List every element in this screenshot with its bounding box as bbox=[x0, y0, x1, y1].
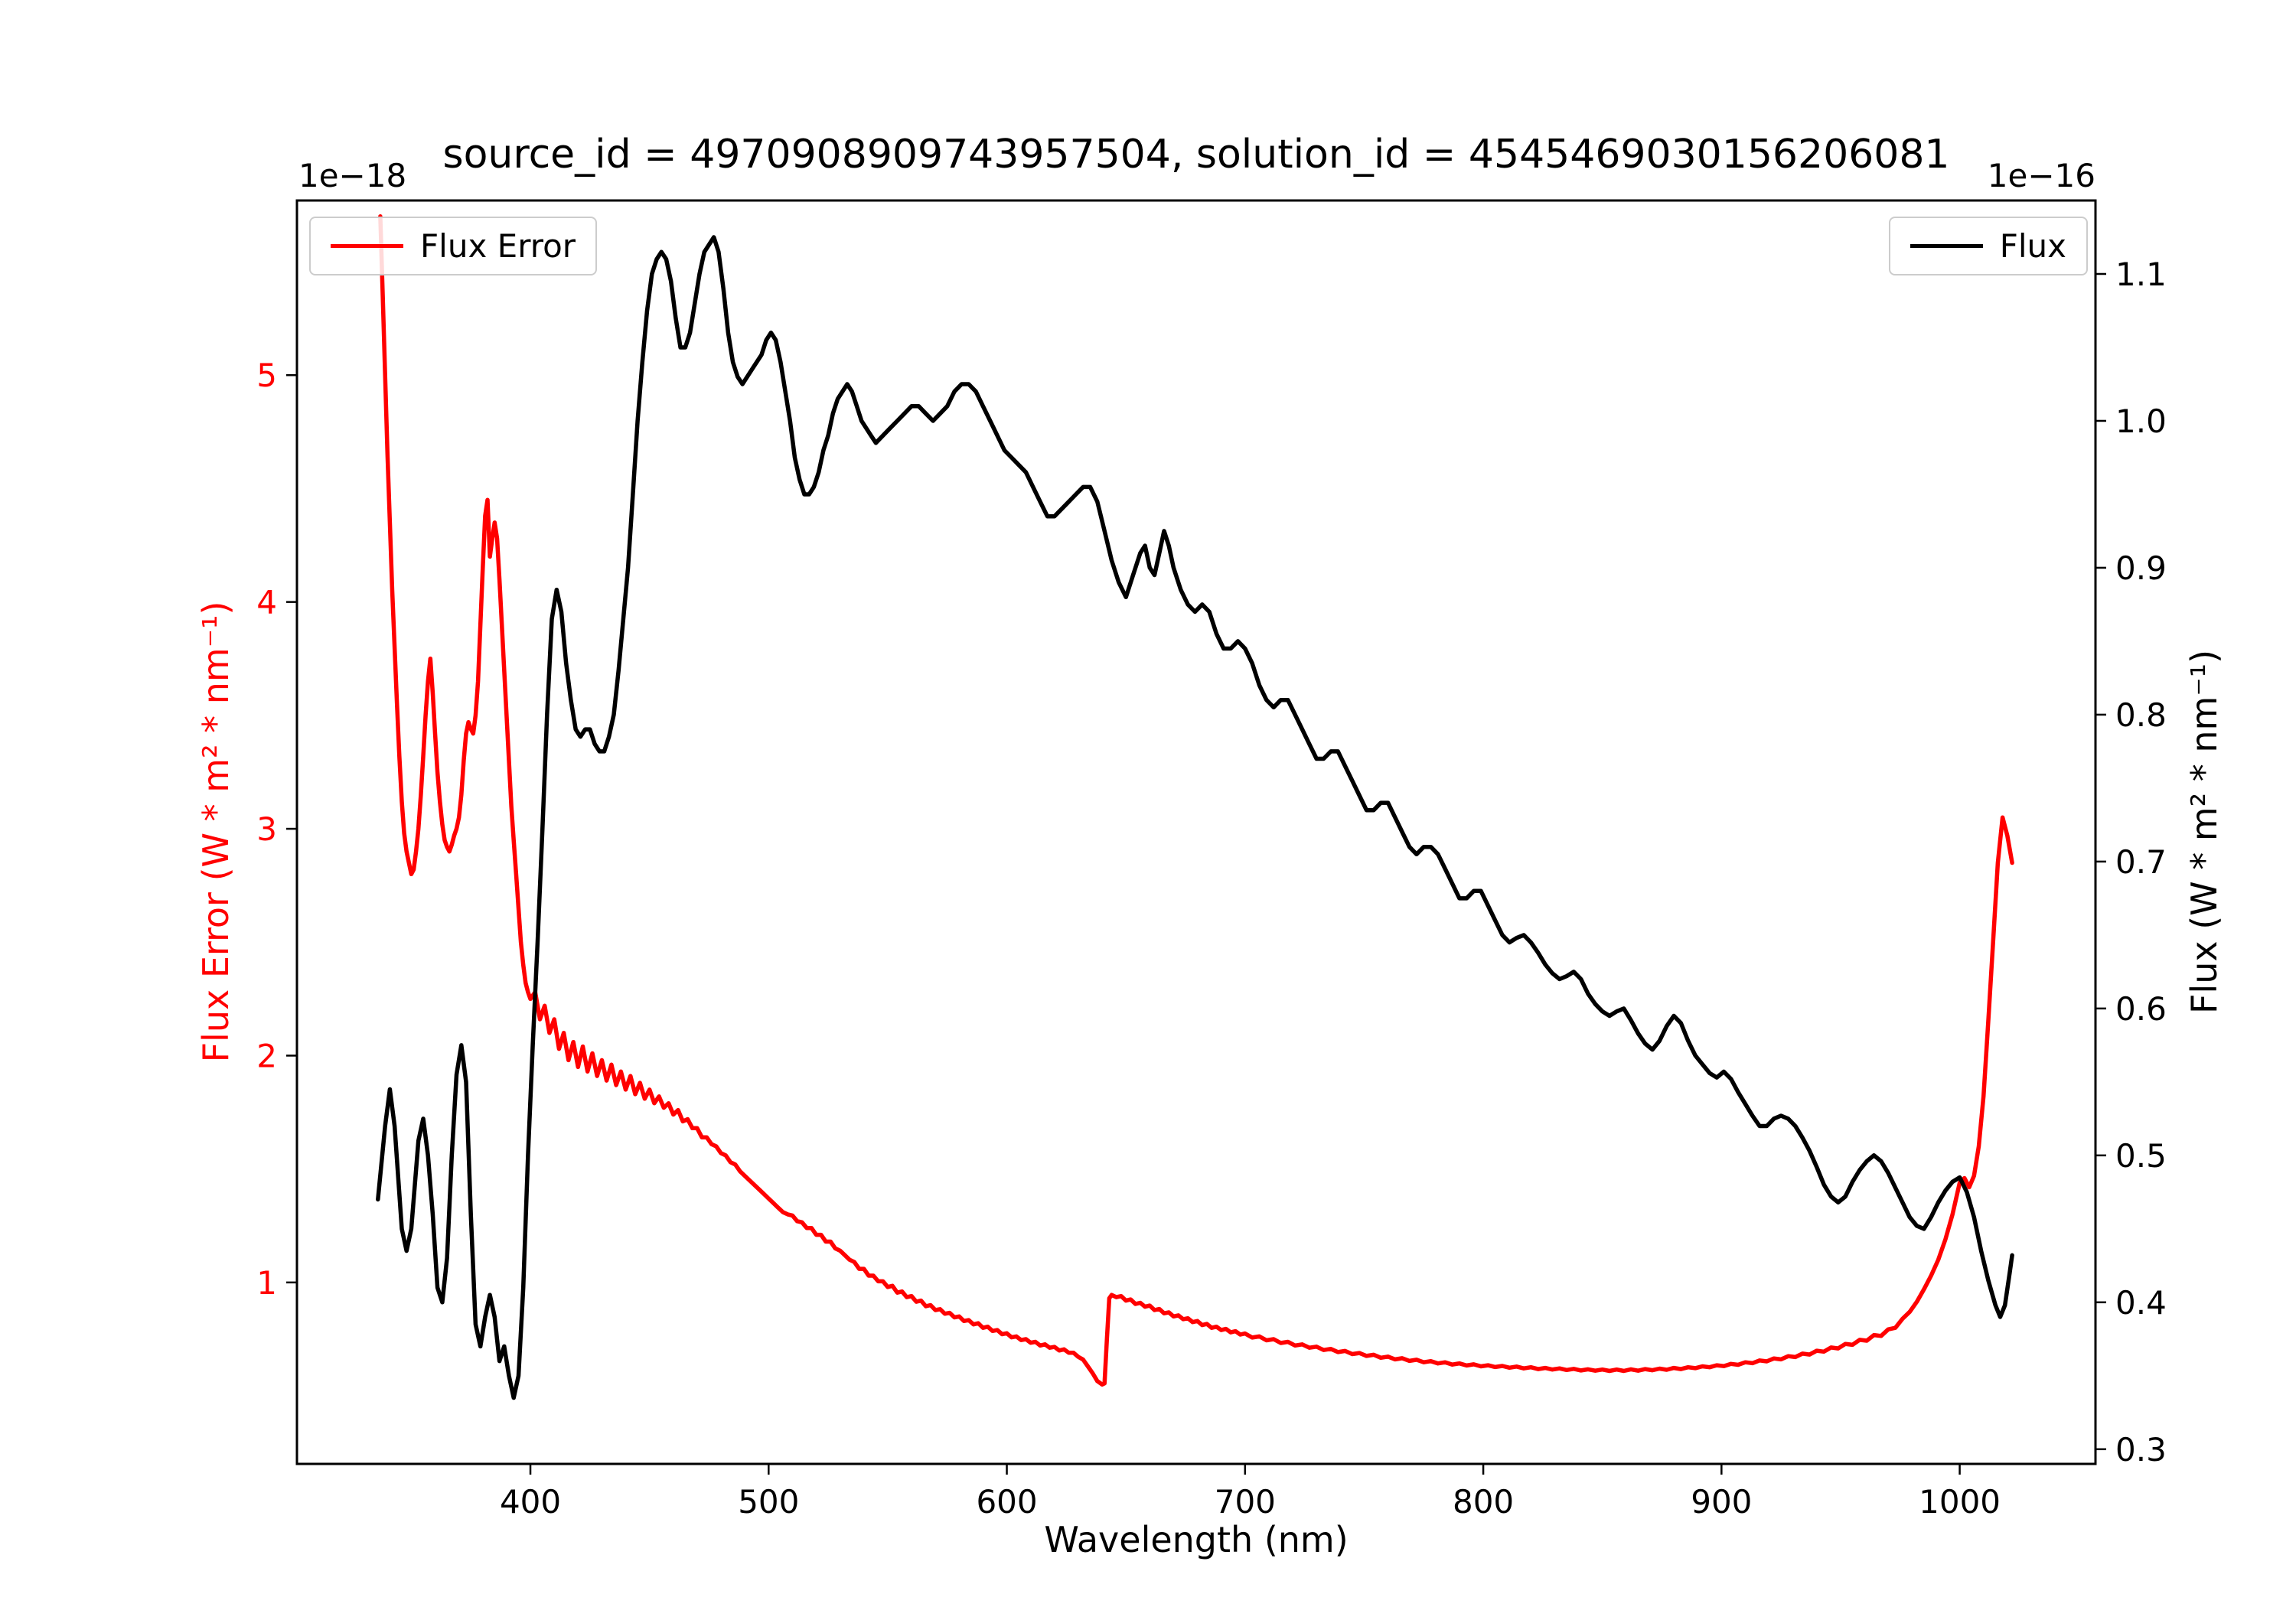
right-y-tick-label: 0.3 bbox=[2115, 1431, 2167, 1468]
right-y-tick-label: 0.7 bbox=[2115, 843, 2167, 881]
flux-line-swatch bbox=[1910, 244, 1983, 248]
x-axis-label: Wavelength (nm) bbox=[1044, 1519, 1349, 1560]
left-y-tick-label: 2 bbox=[256, 1037, 277, 1074]
right-y-tick-label: 1.0 bbox=[2115, 403, 2167, 440]
right-y-tick-label: 0.9 bbox=[2115, 549, 2167, 587]
right-axis-offset-label: 1e−16 bbox=[1987, 157, 2095, 194]
right-y-tick-label: 0.8 bbox=[2115, 696, 2167, 734]
x-tick-label: 900 bbox=[1691, 1483, 1752, 1521]
legend-flux: Flux bbox=[1888, 217, 2088, 275]
x-tick-label: 600 bbox=[976, 1483, 1037, 1521]
x-tick-label: 800 bbox=[1453, 1483, 1514, 1521]
flux-error-line bbox=[378, 214, 2014, 1387]
right-y-tick-label: 0.4 bbox=[2115, 1284, 2167, 1322]
legend-flux-error: Flux Error bbox=[309, 217, 598, 275]
axes-frame bbox=[295, 199, 2097, 1465]
left-y-tick-label: 1 bbox=[256, 1264, 277, 1302]
left-axis-offset-label: 1e−18 bbox=[298, 157, 407, 194]
flux-error-line-swatch bbox=[331, 244, 403, 248]
legend-flux-error-label: Flux Error bbox=[420, 227, 576, 265]
flux-line bbox=[376, 235, 2014, 1400]
legend-flux-label: Flux bbox=[1999, 227, 2066, 265]
x-tick-label: 400 bbox=[500, 1483, 561, 1521]
chart-title: source_id = 4970908909743957504, solutio… bbox=[442, 132, 1950, 178]
x-tick-label: 1000 bbox=[1919, 1483, 2001, 1521]
x-tick-label: 500 bbox=[738, 1483, 799, 1521]
left-y-axis-label: Flux Error (W * m² * nm⁻¹) bbox=[195, 601, 236, 1063]
x-tick-label: 700 bbox=[1215, 1483, 1276, 1521]
left-y-tick-label: 3 bbox=[256, 810, 277, 848]
right-y-axis-label: Flux (W * m² * nm⁻¹) bbox=[2183, 649, 2225, 1015]
left-y-tick-label: 4 bbox=[256, 584, 277, 621]
right-y-tick-label: 0.5 bbox=[2115, 1137, 2167, 1175]
left-y-tick-label: 5 bbox=[256, 357, 277, 394]
right-y-tick-label: 1.1 bbox=[2115, 256, 2167, 293]
right-y-tick-label: 0.6 bbox=[2115, 990, 2167, 1028]
